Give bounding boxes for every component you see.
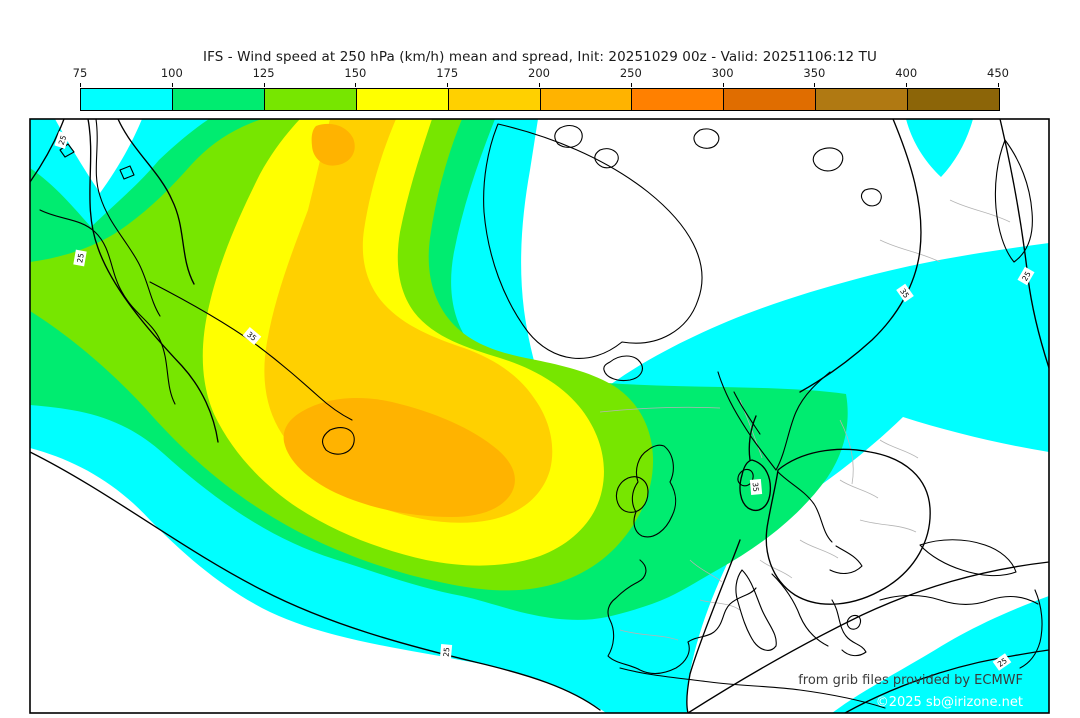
band-200-amber-north-patch [311, 123, 355, 166]
colorbar-tick-label: 125 [252, 66, 275, 80]
white-region-east-europe [686, 417, 1049, 713]
colorbar-tick-label: 300 [711, 66, 734, 80]
white-region-north-africa [705, 684, 792, 713]
colorbar-tick-label: 75 [72, 66, 88, 80]
colorbar-tick-label: 100 [160, 66, 183, 80]
colorbar-segment [356, 89, 449, 110]
svg-text:25: 25 [57, 134, 69, 146]
colorbar-tick [814, 83, 816, 87]
attribution-source: from grib files provided by ECMWF [798, 673, 1023, 688]
country-borders [599, 199, 1011, 641]
colorbar-segment [448, 89, 541, 110]
colorbar-segment [724, 89, 817, 110]
colorbar-segment [632, 89, 725, 110]
white-region-topleft-wedge [55, 119, 142, 193]
map-frame [29, 118, 1050, 714]
colorbar-tick-label: 400 [895, 66, 918, 80]
colorbar-tick-labels: 75 100 125 150 175 200 250 300 350 400 450 [0, 66, 1080, 87]
spread-contour-label: 25 [54, 131, 70, 149]
colorbar-segment [172, 89, 265, 110]
spread-contour-label: 25 [1017, 266, 1035, 286]
svg-text:25: 25 [442, 647, 452, 658]
map-layers: 25 25 35 25 35 35 25 25 from grib files provide… [30, 119, 1049, 713]
colorbar-tick [998, 83, 999, 87]
colorbar-tick [355, 83, 357, 87]
colorbar-tick-label: 450 [987, 66, 1009, 80]
colorbar-tick [447, 83, 449, 87]
colorbar-tick-label: 200 [528, 66, 550, 80]
attribution-copyright: ©2025 sb@irizone.net [876, 695, 1023, 710]
colorbar-segment [264, 89, 357, 110]
spread-contour-label: 25 [992, 653, 1012, 671]
colorbar-segment [816, 89, 909, 110]
spread-contour-label: 25 [73, 249, 87, 267]
colorbar-segment [908, 89, 1000, 110]
colorbar-tick-label: 175 [436, 66, 459, 80]
spread-contour-labels: 25 25 35 25 35 35 25 25 [54, 131, 1035, 671]
colorbar-tick [906, 83, 908, 87]
colorbar-tick [539, 83, 540, 87]
colorbar-segment [540, 89, 633, 110]
colorbar [80, 88, 1000, 111]
spread-contour-label: 35 [896, 283, 914, 303]
spread-contour-label: 25 [439, 644, 453, 660]
coastlines [39, 119, 1043, 709]
svg-text:35: 35 [751, 482, 761, 493]
colorbar-tick [722, 83, 724, 87]
colorbar-segment [81, 89, 173, 110]
colorbar-tick [80, 83, 81, 87]
svg-text:25: 25 [1020, 270, 1033, 283]
svg-text:25: 25 [75, 252, 86, 263]
colorbar-tick [263, 83, 265, 87]
colorbar-tick [630, 83, 632, 87]
colorbar-tick-label: 350 [803, 66, 826, 80]
colorbar-tick-label: 250 [619, 66, 642, 80]
colorbar-tick-label: 150 [344, 66, 367, 80]
white-region-north-america [30, 448, 606, 713]
page-title: IFS - Wind speed at 250 hPa (km/h) mean … [203, 49, 877, 65]
spread-contour-label: 35 [242, 326, 262, 346]
colorbar-tick [171, 83, 173, 87]
spread-contour-label: 35 [749, 479, 763, 495]
